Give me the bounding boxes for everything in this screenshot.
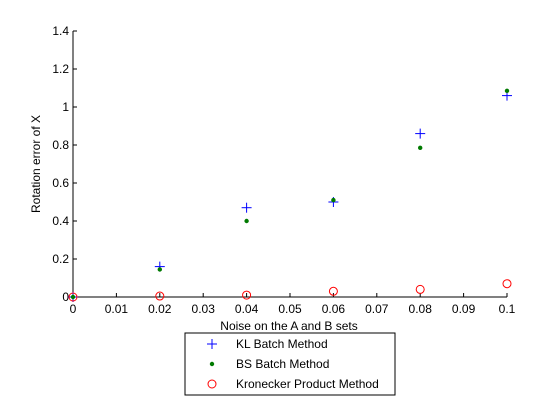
- legend-item: Kronecker Product Method: [207, 377, 379, 391]
- x-axis: 0 0.01 0.02 0.03 0.04 0.05 0.06 0.07 0.08 0.09 0.1: [70, 293, 516, 316]
- y-tick-label: 0.6: [52, 176, 69, 190]
- data-point: [242, 290, 252, 300]
- y-axis-label: Rotation error of X: [29, 115, 43, 213]
- x-axis-label: Noise on the A and B sets: [220, 319, 357, 333]
- y-axis: 0 0.2 0.4 0.6 0.8 1 1.2 1.4: [52, 24, 77, 304]
- data-point: [418, 145, 423, 151]
- x-tick-label: 0.09: [452, 302, 476, 316]
- data-point: [331, 197, 336, 203]
- y-tick-label: 0.2: [52, 252, 69, 266]
- legend-item: KL Batch Method: [207, 337, 328, 351]
- x-tick-label: 0.1: [499, 302, 516, 316]
- x-tick-label: 0.08: [409, 302, 433, 316]
- data-point: [328, 286, 338, 296]
- data-point: [415, 128, 426, 139]
- y-tick-label: 0.8: [52, 138, 69, 152]
- legend-marker: [207, 339, 217, 349]
- data-point: [504, 88, 510, 94]
- x-tick-label: 0.04: [235, 302, 259, 316]
- plot-area: [72, 31, 507, 298]
- series-1: [68, 90, 512, 302]
- x-tick-label: 0.01: [105, 302, 129, 316]
- legend-marker: [207, 379, 217, 389]
- data-point: [70, 294, 76, 300]
- x-tick-label: 0.03: [192, 302, 216, 316]
- x-tick-label: 0.07: [365, 302, 389, 316]
- data-point: [157, 267, 162, 272]
- series-3: [68, 279, 512, 302]
- y-tick-label: 0.4: [52, 214, 69, 228]
- data-point: [244, 218, 249, 224]
- x-tick-label: 0: [70, 302, 77, 316]
- legend: KL Batch Method BS Batch Method Kronecker …: [184, 332, 396, 396]
- data-point: [502, 279, 512, 289]
- y-tick-label: 1.2: [52, 62, 69, 76]
- data-points: [68, 88, 512, 302]
- legend-marker: [209, 361, 215, 367]
- legend-label: KL Batch Method: [236, 337, 328, 351]
- data-point: [155, 291, 165, 301]
- legend-item: BS Batch Method: [209, 357, 329, 371]
- y-tick-label: 0: [62, 290, 69, 304]
- data-point: [68, 292, 78, 302]
- legend-label: BS Batch Method: [236, 357, 329, 371]
- data-point: [415, 284, 425, 294]
- y-tick-label: 1: [62, 100, 69, 114]
- y-tick-label: 1.4: [52, 24, 69, 38]
- x-tick-label: 0.05: [278, 302, 302, 316]
- legend-label: Kronecker Product Method: [236, 377, 379, 391]
- legend-box: [184, 332, 396, 396]
- x-tick-label: 0.06: [322, 302, 346, 316]
- data-point: [241, 202, 252, 213]
- x-tick-label: 0.02: [148, 302, 172, 316]
- series-2: [70, 88, 510, 300]
